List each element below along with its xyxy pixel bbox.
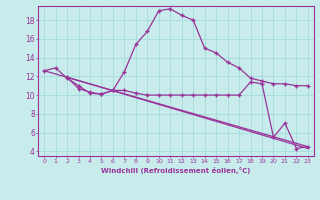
X-axis label: Windchill (Refroidissement éolien,°C): Windchill (Refroidissement éolien,°C) [101,167,251,174]
